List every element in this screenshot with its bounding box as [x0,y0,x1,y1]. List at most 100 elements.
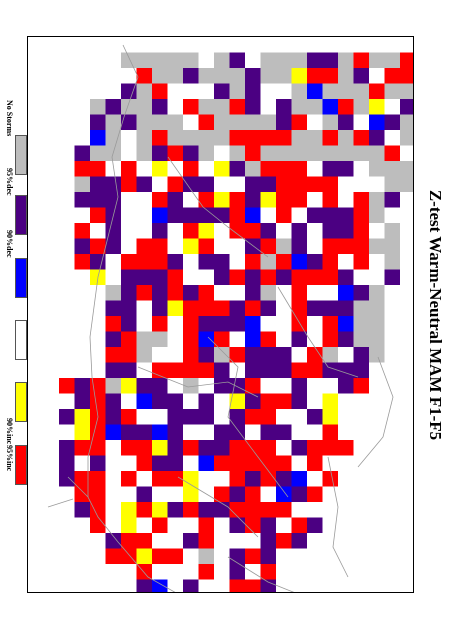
grid-cell [353,285,369,301]
grid-cell [400,99,413,115]
grid-cell [276,517,292,533]
grid-cell [105,285,121,301]
grid-cell [90,440,106,456]
title-container: Z-test Warm-Neutral MAM F1-F5 [420,36,450,593]
grid-cell [121,331,137,347]
grid-cell [229,223,245,239]
grid-cell [245,52,261,68]
grid-cell [260,347,276,363]
grid-cell [322,207,338,223]
grid-cell [276,192,292,208]
grid-cell [307,114,323,130]
grid-cell [369,145,385,161]
grid-cell [183,440,199,456]
grid-cell [369,254,385,270]
grid-cell [183,161,199,177]
grid-cell [183,207,199,223]
grid-cell [276,409,292,425]
grid-cell [384,161,400,177]
grid-cell [245,440,261,456]
grid-cell [105,300,121,316]
grid-cell [121,378,137,394]
grid-cell [307,68,323,84]
grid-cell [276,161,292,177]
grid-cell [322,455,338,471]
grid-cell [229,533,245,549]
grid-cell [214,440,230,456]
grid-cell [152,145,168,161]
grid-cell [136,424,152,440]
grid-cell [136,548,152,564]
grid-cell [105,238,121,254]
grid-cell [167,455,183,471]
grid-cell [198,223,214,239]
grid-cell [322,68,338,84]
grid-cell [260,564,276,580]
border-line [167,156,269,258]
grid-cell [136,52,152,68]
grid-cell [198,238,214,254]
grid-cell [121,486,137,502]
grid-cell [245,362,261,378]
grid-cell [307,517,323,533]
grid-cell [307,409,323,425]
grid-cell [136,223,152,239]
grid-cell [74,207,90,223]
grid-cell [90,502,106,518]
grid-cell [229,254,245,270]
grid-cell [183,347,199,363]
grid-cell [322,300,338,316]
grid-cell [152,269,168,285]
grid-cell [338,52,354,68]
grid-cell [260,300,276,316]
grid-cell [353,362,369,378]
grid-cell [245,564,261,580]
grid-cell [198,502,214,518]
grid-cell [121,409,137,425]
grid-cell [384,114,400,130]
grid-cell [245,579,261,592]
grid-cell [105,316,121,332]
grid-cell [136,207,152,223]
grid-cell [307,471,323,487]
grid-cell [183,548,199,564]
grid-cell [276,254,292,270]
grid-cell [229,378,245,394]
grid-cell [260,254,276,270]
grid-cell [400,68,413,84]
grid-cell [260,223,276,239]
grid-cell [291,83,307,99]
grid-cell [90,254,106,270]
grid-cell [214,114,230,130]
grid-cell [322,176,338,192]
grid-cell [229,564,245,580]
grid-cell [74,145,90,161]
grid-cell [307,83,323,99]
grid-cell [291,471,307,487]
grid-cell [105,533,121,549]
grid-cell [353,130,369,146]
grid-cell [276,471,292,487]
grid-cell [353,238,369,254]
grid-cell [90,176,106,192]
grid-cell [276,145,292,161]
grid-cell [307,207,323,223]
grid-cell [322,99,338,115]
grid-cell [183,176,199,192]
grid-cell [167,83,183,99]
grid-cell [198,362,214,378]
grid-cell [322,316,338,332]
grid-cell [152,223,168,239]
grid-cell [183,424,199,440]
grid-cell [198,331,214,347]
grid-cell [136,486,152,502]
grid-cell [291,99,307,115]
grid-cell [322,145,338,161]
grid-cell [291,269,307,285]
grid-cell [105,393,121,409]
grid-cell [121,269,137,285]
grid-cell [276,99,292,115]
grid-cell [353,176,369,192]
grid-cell [167,145,183,161]
grid-cell [322,130,338,146]
